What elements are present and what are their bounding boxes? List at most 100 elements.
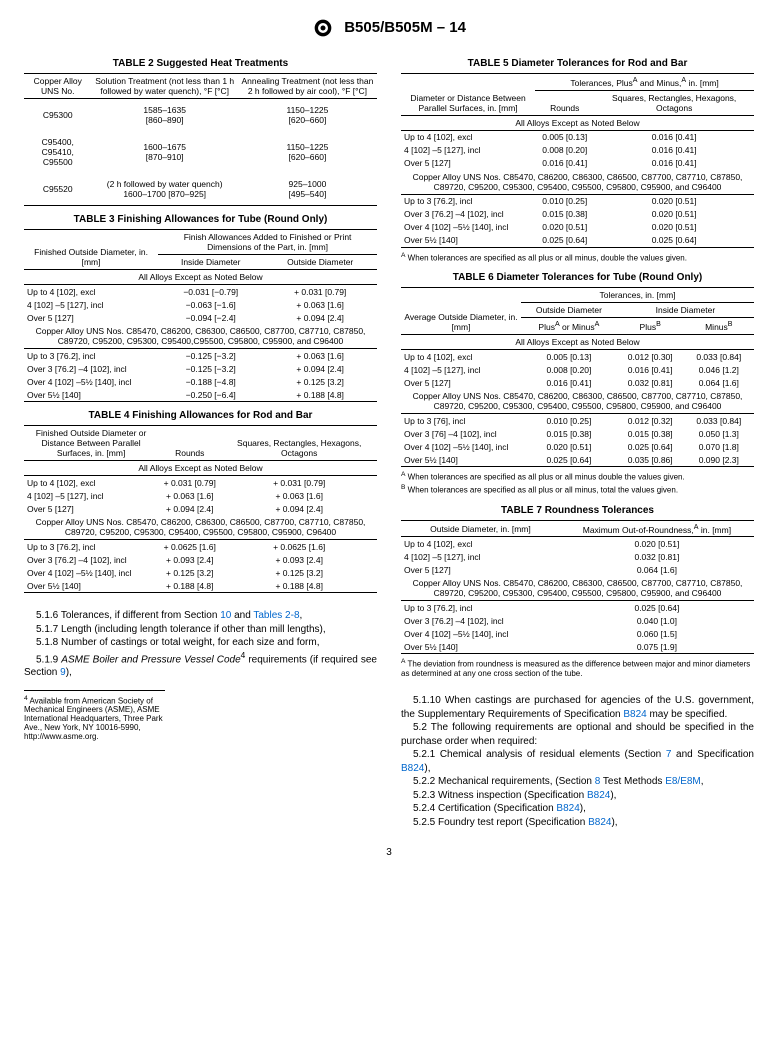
table-cell: (2 h followed by water quench)1600–1700 … [91, 173, 237, 206]
table-7: TABLE 7 Roundness Tolerances Outside Dia… [401, 505, 754, 678]
table-cell: 0.025 [0.64] [535, 234, 594, 248]
table-cell: + 0.063 [1.6] [221, 489, 377, 502]
table-cell: Up to 4 [102], excl [401, 350, 521, 364]
spec-number: B505/B505M – 14 [344, 19, 466, 36]
table-cell: 0.075 [1.9] [560, 640, 754, 654]
table-cell: 0.008 [0.20] [521, 363, 617, 376]
table-cell: 1150–1225[620–660] [238, 131, 377, 173]
table-cell: 0.020 [0.51] [594, 221, 754, 234]
t6-s2: Inside Diameter [617, 303, 754, 318]
t6-note2: Copper Alloy UNS Nos. C85470, C86200, C8… [401, 389, 754, 414]
table-6: TABLE 6 Diameter Tolerances for Tube (Ro… [401, 272, 754, 494]
table-cell: Up to 3 [76.2], incl [24, 349, 158, 363]
t6-note1: All Alloys Except as Noted Below [401, 335, 754, 350]
table-5-title: TABLE 5 Diameter Tolerances for Rod and … [401, 58, 754, 69]
table-cell: 0.015 [0.38] [535, 208, 594, 221]
body-para: 5.1.7 Length (including length tolerance… [24, 623, 377, 637]
table-2: TABLE 2 Suggested Heat Treatments Copper… [24, 58, 377, 206]
table-cell: 1585–1635[860–890] [91, 99, 237, 132]
table-cell: 925–1000[495–540] [238, 173, 377, 206]
table-cell: Over 5 [127] [24, 502, 158, 515]
table-cell: 1150–1225[620–660] [238, 99, 377, 132]
table-cell: Over 3 [76.2] –4 [102], incl [401, 208, 535, 221]
table-cell: Over 4 [102] –5½ [140], incl [401, 221, 535, 234]
table-cell: Over 5 [127] [401, 376, 521, 389]
table-cell: 4 [102] –5 [127], incl [401, 550, 560, 563]
page-number: 3 [24, 847, 754, 858]
table-cell: + 0.063 [1.6] [263, 349, 377, 363]
table-cell: 0.064 [1.6] [560, 563, 754, 576]
t2-col3: Annealing Treatment (not less than 2 h f… [238, 74, 377, 99]
t3-h1: Finished Outside Diameter, in. [mm] [24, 230, 158, 270]
table-cell: + 0.094 [2.4] [221, 502, 377, 515]
table-cell: + 0.031 [0.79] [158, 476, 221, 490]
body-right: 5.1.10 When castings are purchased for a… [401, 694, 754, 829]
table-cell: Over 3 [76.2] –4 [102], incl [24, 362, 158, 375]
table-cell: Over 3 [76.2] –4 [102], incl [24, 553, 158, 566]
t6-h1: Average Outside Diameter, in. [mm] [401, 288, 521, 335]
table-cell: Over 3 [76.2] –4 [102], incl [401, 614, 560, 627]
table-7-title: TABLE 7 Roundness Tolerances [401, 505, 754, 516]
table-cell: C95520 [24, 173, 91, 206]
table-cell: + 0.125 [3.2] [263, 375, 377, 388]
table-cell: 0.010 [0.25] [535, 194, 594, 208]
table-cell: Up to 3 [76.2], incl [401, 194, 535, 208]
table-cell: Over 5½ [140] [401, 640, 560, 654]
table-6-title: TABLE 6 Diameter Tolerances for Tube (Ro… [401, 272, 754, 283]
table-cell: + 0.094 [2.4] [263, 362, 377, 375]
table-cell: Over 5½ [140] [24, 388, 158, 402]
t5-note2: Copper Alloy UNS Nos. C85470, C86200, C8… [401, 170, 754, 195]
table-cell: 0.046 [1.2] [684, 363, 754, 376]
body-para: 5.2.1 Chemical analysis of residual elem… [401, 748, 754, 775]
body-para: 5.1.10 When castings are purchased for a… [401, 694, 754, 721]
table-cell: Over 4 [102] –5½ [140], incl [24, 566, 158, 579]
t4-note1: All Alloys Except as Noted Below [24, 461, 377, 476]
body-para: 5.2 The following requirements are optio… [401, 721, 754, 748]
table-cell: 0.020 [0.51] [560, 537, 754, 551]
table-cell: + 0.094 [2.4] [263, 311, 377, 324]
table-cell: 0.070 [1.8] [684, 440, 754, 453]
table-cell: Over 5½ [140] [401, 453, 521, 467]
table-cell: −0.125 [−3.2] [158, 362, 263, 375]
t3-h2: Finish Allowances Added to Finished or P… [158, 230, 377, 255]
t6-footA: A When tolerances are specified as all p… [401, 471, 754, 482]
table-cell: 0.016 [0.41] [594, 130, 754, 144]
t5-sub1: Rounds [535, 90, 594, 115]
table-cell: Up to 4 [102], excl [401, 537, 560, 551]
t5-sub2: Squares, Rectangles, Hexagons, Octagons [594, 90, 754, 115]
page-header: B505/B505M – 14 [24, 18, 754, 38]
table-cell: + 0.0625 [1.6] [158, 540, 221, 554]
table-cell: + 0.188 [4.8] [221, 579, 377, 593]
table-cell: Up to 3 [76], incl [401, 414, 521, 428]
table-cell: Over 4 [102] –5½ [140], incl [24, 375, 158, 388]
table-cell: Over 5 [127] [401, 563, 560, 576]
t3-sub2: Outside Diameter [263, 255, 377, 270]
t5-h2: Tolerances, PlusA and Minus,A in. [mm] [535, 74, 754, 91]
t7-foot: A The deviation from roundness is measur… [401, 658, 754, 678]
t7-col2: Maximum Out-of-Roundness,A in. [mm] [560, 520, 754, 537]
table-cell: 0.032 [0.81] [560, 550, 754, 563]
t6-s1: Outside Diameter [521, 303, 617, 318]
table-cell: Up to 3 [76.2], incl [24, 540, 158, 554]
table-cell: Over 3 [76] –4 [102], incl [401, 427, 521, 440]
table-cell: 0.010 [0.25] [521, 414, 617, 428]
table-cell: Up to 4 [102], excl [24, 476, 158, 490]
body-para: 5.1.9 ASME Boiler and Pressure Vessel Co… [24, 650, 377, 680]
table-cell: Over 5½ [140] [24, 579, 158, 593]
t5-foot: A When tolerances are specified as all p… [401, 252, 754, 263]
table-cell: 0.060 [1.5] [560, 627, 754, 640]
t6-ss3: MinusB [684, 318, 754, 335]
table-cell: −0.094 [−2.4] [158, 311, 263, 324]
t4-note2: Copper Alloy UNS Nos. C85470, C86200, C8… [24, 515, 377, 540]
table-cell: 0.064 [1.6] [684, 376, 754, 389]
table-2-title: TABLE 2 Suggested Heat Treatments [24, 58, 377, 69]
table-cell: Over 4 [102] –5½ [140], incl [401, 627, 560, 640]
table-cell: 0.025 [0.64] [594, 234, 754, 248]
table-cell: 0.020 [0.51] [535, 221, 594, 234]
t3-note1: All Alloys Except as Noted Below [24, 270, 377, 285]
t6-ss1: PlusA or MinusA [521, 318, 617, 335]
table-cell: 0.016 [0.41] [521, 376, 617, 389]
body-para: 5.2.2 Mechanical requirements, (Section … [401, 775, 754, 789]
t6-ss2: PlusB [617, 318, 684, 335]
table-cell: −0.063 [−1.6] [158, 298, 263, 311]
